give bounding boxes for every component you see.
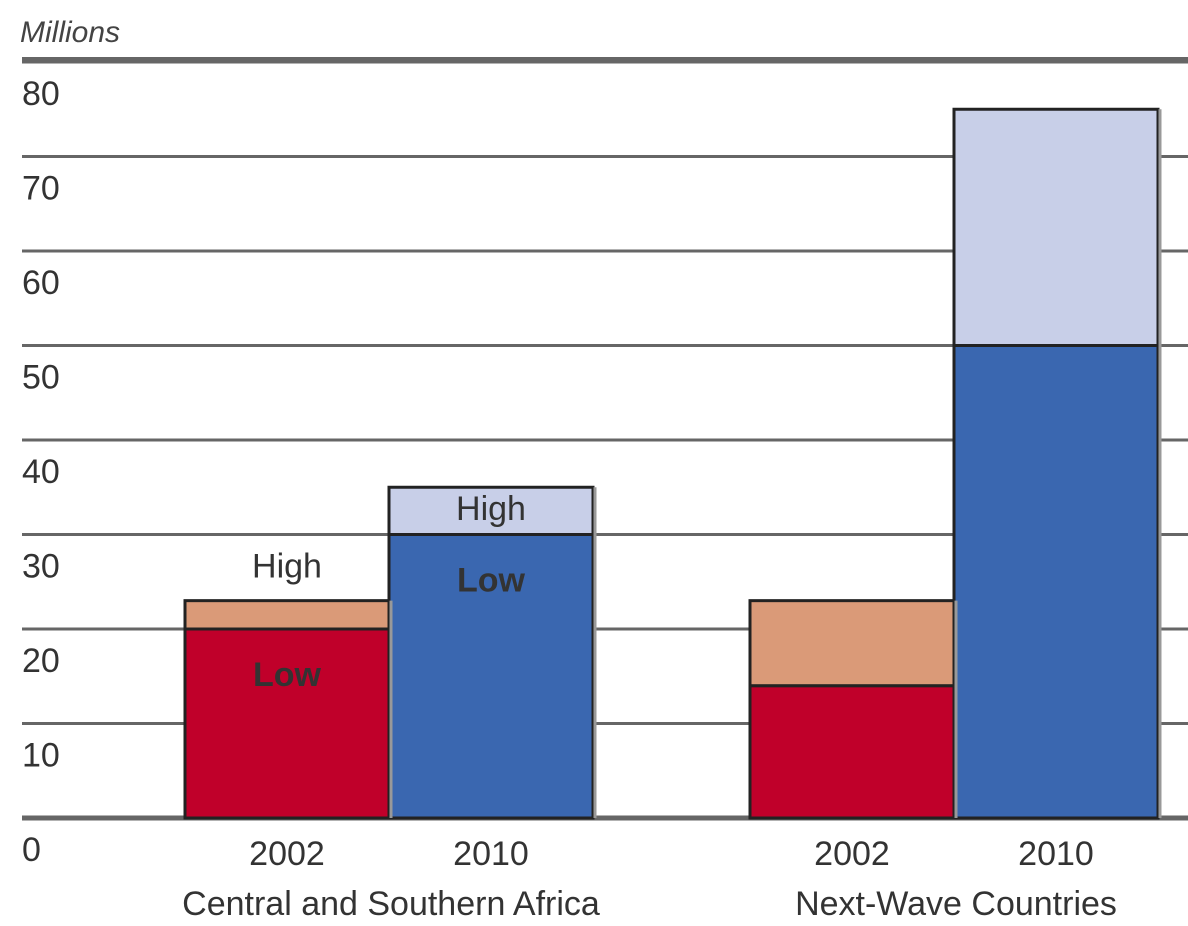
- segment-label: Low: [253, 656, 322, 694]
- x-tick-label: 2002: [814, 835, 890, 873]
- y-tick-label: 50: [22, 358, 60, 396]
- bar-segment: [952, 344, 1160, 820]
- y-tick-label: 30: [22, 547, 60, 585]
- bar-segment: [387, 533, 595, 820]
- group-label: Central and Southern Africa: [182, 885, 600, 923]
- bar-segment: [748, 599, 956, 688]
- bar-segment: [387, 485, 595, 536]
- x-tick-label: 2010: [1018, 835, 1094, 873]
- x-tick-label: 2002: [249, 835, 325, 873]
- group-label: Next-Wave Countries: [795, 885, 1117, 923]
- x-tick-label: 2010: [453, 835, 529, 873]
- y-tick-label: 40: [22, 453, 60, 491]
- bar-segment: [748, 684, 956, 820]
- bar-segment: [183, 599, 391, 631]
- y-tick-label: 0: [22, 831, 41, 869]
- segment-label: Low: [457, 561, 526, 599]
- y-tick-label: 80: [22, 75, 60, 113]
- bar-segment: [952, 107, 1160, 347]
- segment-label: High: [252, 548, 322, 586]
- y-tick-label: 70: [22, 169, 60, 207]
- segment-label: High: [456, 490, 526, 528]
- y-tick-label: 20: [22, 642, 60, 680]
- y-tick-label: 60: [22, 264, 60, 302]
- y-tick-label: 10: [22, 736, 60, 774]
- y-axis-unit: Millions: [20, 16, 120, 49]
